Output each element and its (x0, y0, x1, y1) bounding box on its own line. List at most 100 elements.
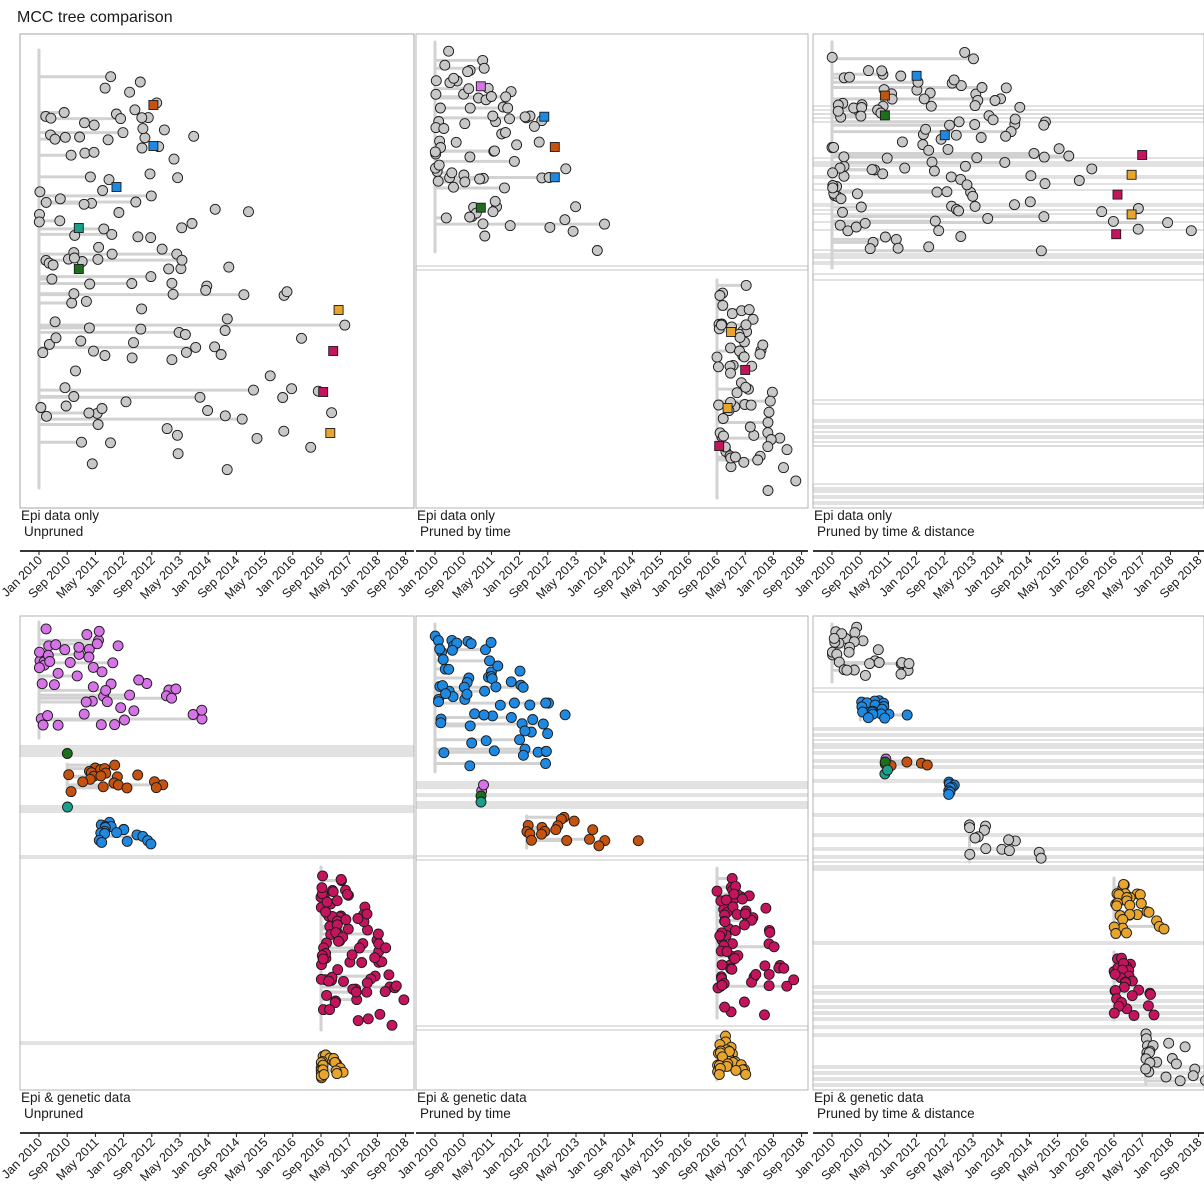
tree-tip-point (1086, 163, 1098, 175)
tree-tip-point (34, 186, 46, 198)
tree-tip-point (834, 219, 846, 231)
sub-panel (415, 807, 809, 857)
tree-tip-point (379, 986, 391, 998)
tree-tip-point (354, 942, 365, 954)
tree-tip-point (186, 218, 198, 229)
tree-tip-point (76, 436, 87, 448)
tree-tip-point (102, 134, 114, 146)
tree-tip-point (502, 102, 514, 114)
tree-tip-point (113, 207, 125, 218)
tree-tip-point (264, 370, 276, 382)
tree-tip-point (88, 146, 100, 158)
tree-tip-point (107, 657, 119, 669)
tree-tip-point (714, 290, 726, 301)
internal-node-square (549, 172, 560, 183)
tree-tip-point (317, 870, 329, 882)
tree-tip-point (843, 646, 855, 658)
tree-tip-point (959, 46, 971, 58)
tree-tip-point (559, 709, 571, 721)
tree-tip-point (488, 745, 500, 757)
tree-tip-point (790, 475, 802, 487)
tree-tip-point (828, 632, 840, 644)
tree-tip-point (91, 638, 103, 650)
tree-tip-point (64, 657, 76, 668)
tree-tip-point (1107, 215, 1119, 227)
tree-tip-point (778, 962, 790, 974)
tree-tip-point (128, 705, 140, 717)
tree-tip-point (390, 980, 402, 992)
sub-panel (812, 445, 1204, 485)
tree-tip-point (163, 263, 175, 275)
tree-tip-point (537, 718, 549, 730)
sub-panel (812, 691, 1204, 729)
sub-panel (812, 1001, 1204, 1007)
tree-tip-point (459, 118, 471, 130)
tree-tip-point (281, 286, 293, 298)
tree-tip-point (971, 152, 983, 164)
tree-tip-point (440, 688, 452, 700)
tree-tip-point (145, 190, 157, 202)
tree-tip-point (464, 720, 476, 732)
internal-node-square (475, 202, 486, 213)
sub-panel (812, 767, 1204, 781)
tree-tip-point (59, 382, 71, 394)
tree-tip-point (719, 1001, 731, 1013)
sub-panel (415, 787, 809, 795)
tree-tip-point (466, 737, 478, 749)
tree-tip-point (745, 399, 757, 411)
tree-tip-point (514, 665, 526, 677)
tree-tip-point (849, 627, 861, 639)
sub-panel (19, 807, 415, 811)
tree-tip-point (752, 454, 764, 466)
tree-tip-point (63, 769, 75, 781)
tree-tip-point (464, 760, 476, 772)
tree-tip-point (438, 123, 450, 134)
tree-tip-point (320, 906, 332, 918)
tree-tip-point (950, 129, 962, 141)
sub-panel (19, 747, 415, 751)
tree-nodes (1140, 1028, 1204, 1087)
tree-tip-point (171, 429, 183, 441)
tree-tip-point (42, 710, 54, 722)
tree-tip-point (352, 913, 364, 924)
tree-tip-point (923, 144, 935, 156)
tree-tip-point (726, 308, 738, 320)
tree-tip-point (81, 629, 93, 640)
tree-tip-point (864, 243, 876, 255)
internal-node-square (318, 387, 329, 397)
tree-tip-point (827, 167, 839, 179)
tree-tip-point (743, 304, 755, 316)
sub-panel (812, 503, 1204, 509)
tree-tip-point (1096, 206, 1108, 218)
tree-tip-point (485, 637, 497, 648)
tree-tip-point (1028, 147, 1040, 159)
tree-tip-point (519, 111, 531, 123)
tree-tip-point (494, 699, 506, 711)
tree-tip-point (134, 76, 146, 88)
tree-tip-point (1185, 225, 1197, 237)
tree-tip-point (725, 342, 736, 354)
tree-tip-point (369, 952, 381, 964)
tree-tip-point (838, 151, 850, 163)
tree-tip-point (1038, 119, 1050, 131)
tree-tip-point (487, 110, 499, 122)
tree-tip-point (987, 114, 999, 126)
sub-panel (812, 497, 1204, 503)
tree-tip-point (757, 339, 769, 351)
tree-tip-point (352, 1015, 364, 1027)
tree-tip-point (37, 719, 49, 731)
tree-tip-point (542, 728, 554, 740)
sub-panel (812, 491, 1204, 497)
tree-tip-point (136, 303, 148, 315)
tree-tip-point (740, 381, 752, 393)
tree-tip-point (46, 273, 58, 285)
tree-tip-point (1003, 834, 1015, 846)
tree-tip-point (713, 399, 725, 411)
tree-tip-point (111, 827, 123, 839)
tree-tip-point (170, 683, 182, 695)
tree-tip-point (126, 352, 138, 364)
tree-nodes (826, 621, 915, 681)
tree-tip-point (84, 278, 96, 290)
tree-nodes (521, 811, 644, 852)
tree-tip-point (1126, 990, 1138, 1002)
